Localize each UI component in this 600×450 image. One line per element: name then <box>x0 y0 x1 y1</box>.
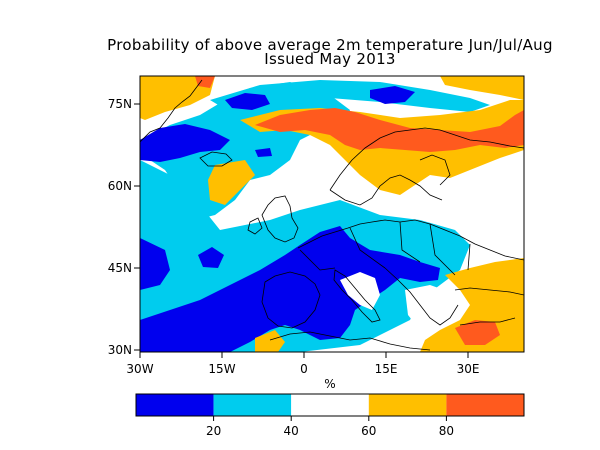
lon-tick-label: 0 <box>300 362 308 376</box>
coast-greenland <box>140 79 203 143</box>
field-yellow-iberia-w <box>255 330 285 352</box>
field-orange-turkey <box>455 320 500 345</box>
colorbar-tick-label: 20 <box>206 424 221 438</box>
field-blue-small-a <box>255 148 272 157</box>
coast-italy <box>333 269 381 323</box>
colorbar-bin-2 <box>291 394 369 416</box>
field-orange-nw <box>195 76 215 88</box>
map-frame <box>139 75 525 353</box>
probability-field <box>140 76 524 352</box>
lon-tick-label: 15W <box>208 362 235 376</box>
lon-tick-marks <box>139 352 469 358</box>
lat-tick-label: 45N <box>108 261 132 275</box>
colorbar-frame <box>135 393 525 417</box>
field-blue-main <box>140 226 440 352</box>
colorbar-bin-0 <box>136 394 214 416</box>
lat-tick-label: 75N <box>108 97 132 111</box>
coast-africa <box>269 331 431 351</box>
colorbar-tick-label: 40 <box>284 424 299 438</box>
field-yellow-east <box>420 258 524 352</box>
field-blue-spot <box>198 247 224 268</box>
colorbar-tick-label: 60 <box>361 424 376 438</box>
colorbar-tick-label: 80 <box>439 424 454 438</box>
lat-tick-label: 30N <box>108 343 132 357</box>
lat-tick-marks <box>134 103 140 351</box>
coast-scandinavia <box>329 127 524 206</box>
lon-tick-label: 30W <box>126 362 153 376</box>
field-white-balkan <box>405 285 455 330</box>
field-blue-arctic <box>370 86 415 104</box>
map-subtitle: Issued May 2013 <box>264 50 396 68</box>
colorbar <box>136 394 524 416</box>
lon-tick-label: 15E <box>375 362 398 376</box>
field-cyan-north <box>210 80 490 115</box>
field-blue-icelandsea <box>225 93 270 110</box>
colorbar-ticks <box>213 416 447 421</box>
lon-tick-label: 30E <box>457 362 480 376</box>
border-lines <box>299 221 471 276</box>
field-yellow-ne <box>440 76 524 100</box>
lat-tick-label: 60N <box>108 179 132 193</box>
colorbar-bin-3 <box>368 394 447 416</box>
coast-turkey <box>454 287 524 326</box>
x-axis-unit: % <box>324 377 335 391</box>
coastlines <box>140 79 524 351</box>
coast-iberia <box>261 271 321 329</box>
coast-iceland <box>199 151 233 167</box>
coast-balkan <box>384 267 459 326</box>
colorbar-bin-1 <box>213 394 292 416</box>
coast-britain <box>247 195 299 243</box>
map-title: Probability of above average 2m temperat… <box>107 36 553 54</box>
field-orange-north <box>255 108 524 152</box>
field-yellow-atlantic <box>208 160 255 205</box>
field-blue-northwest <box>140 124 230 162</box>
colorbar-bin-4 <box>446 394 524 416</box>
